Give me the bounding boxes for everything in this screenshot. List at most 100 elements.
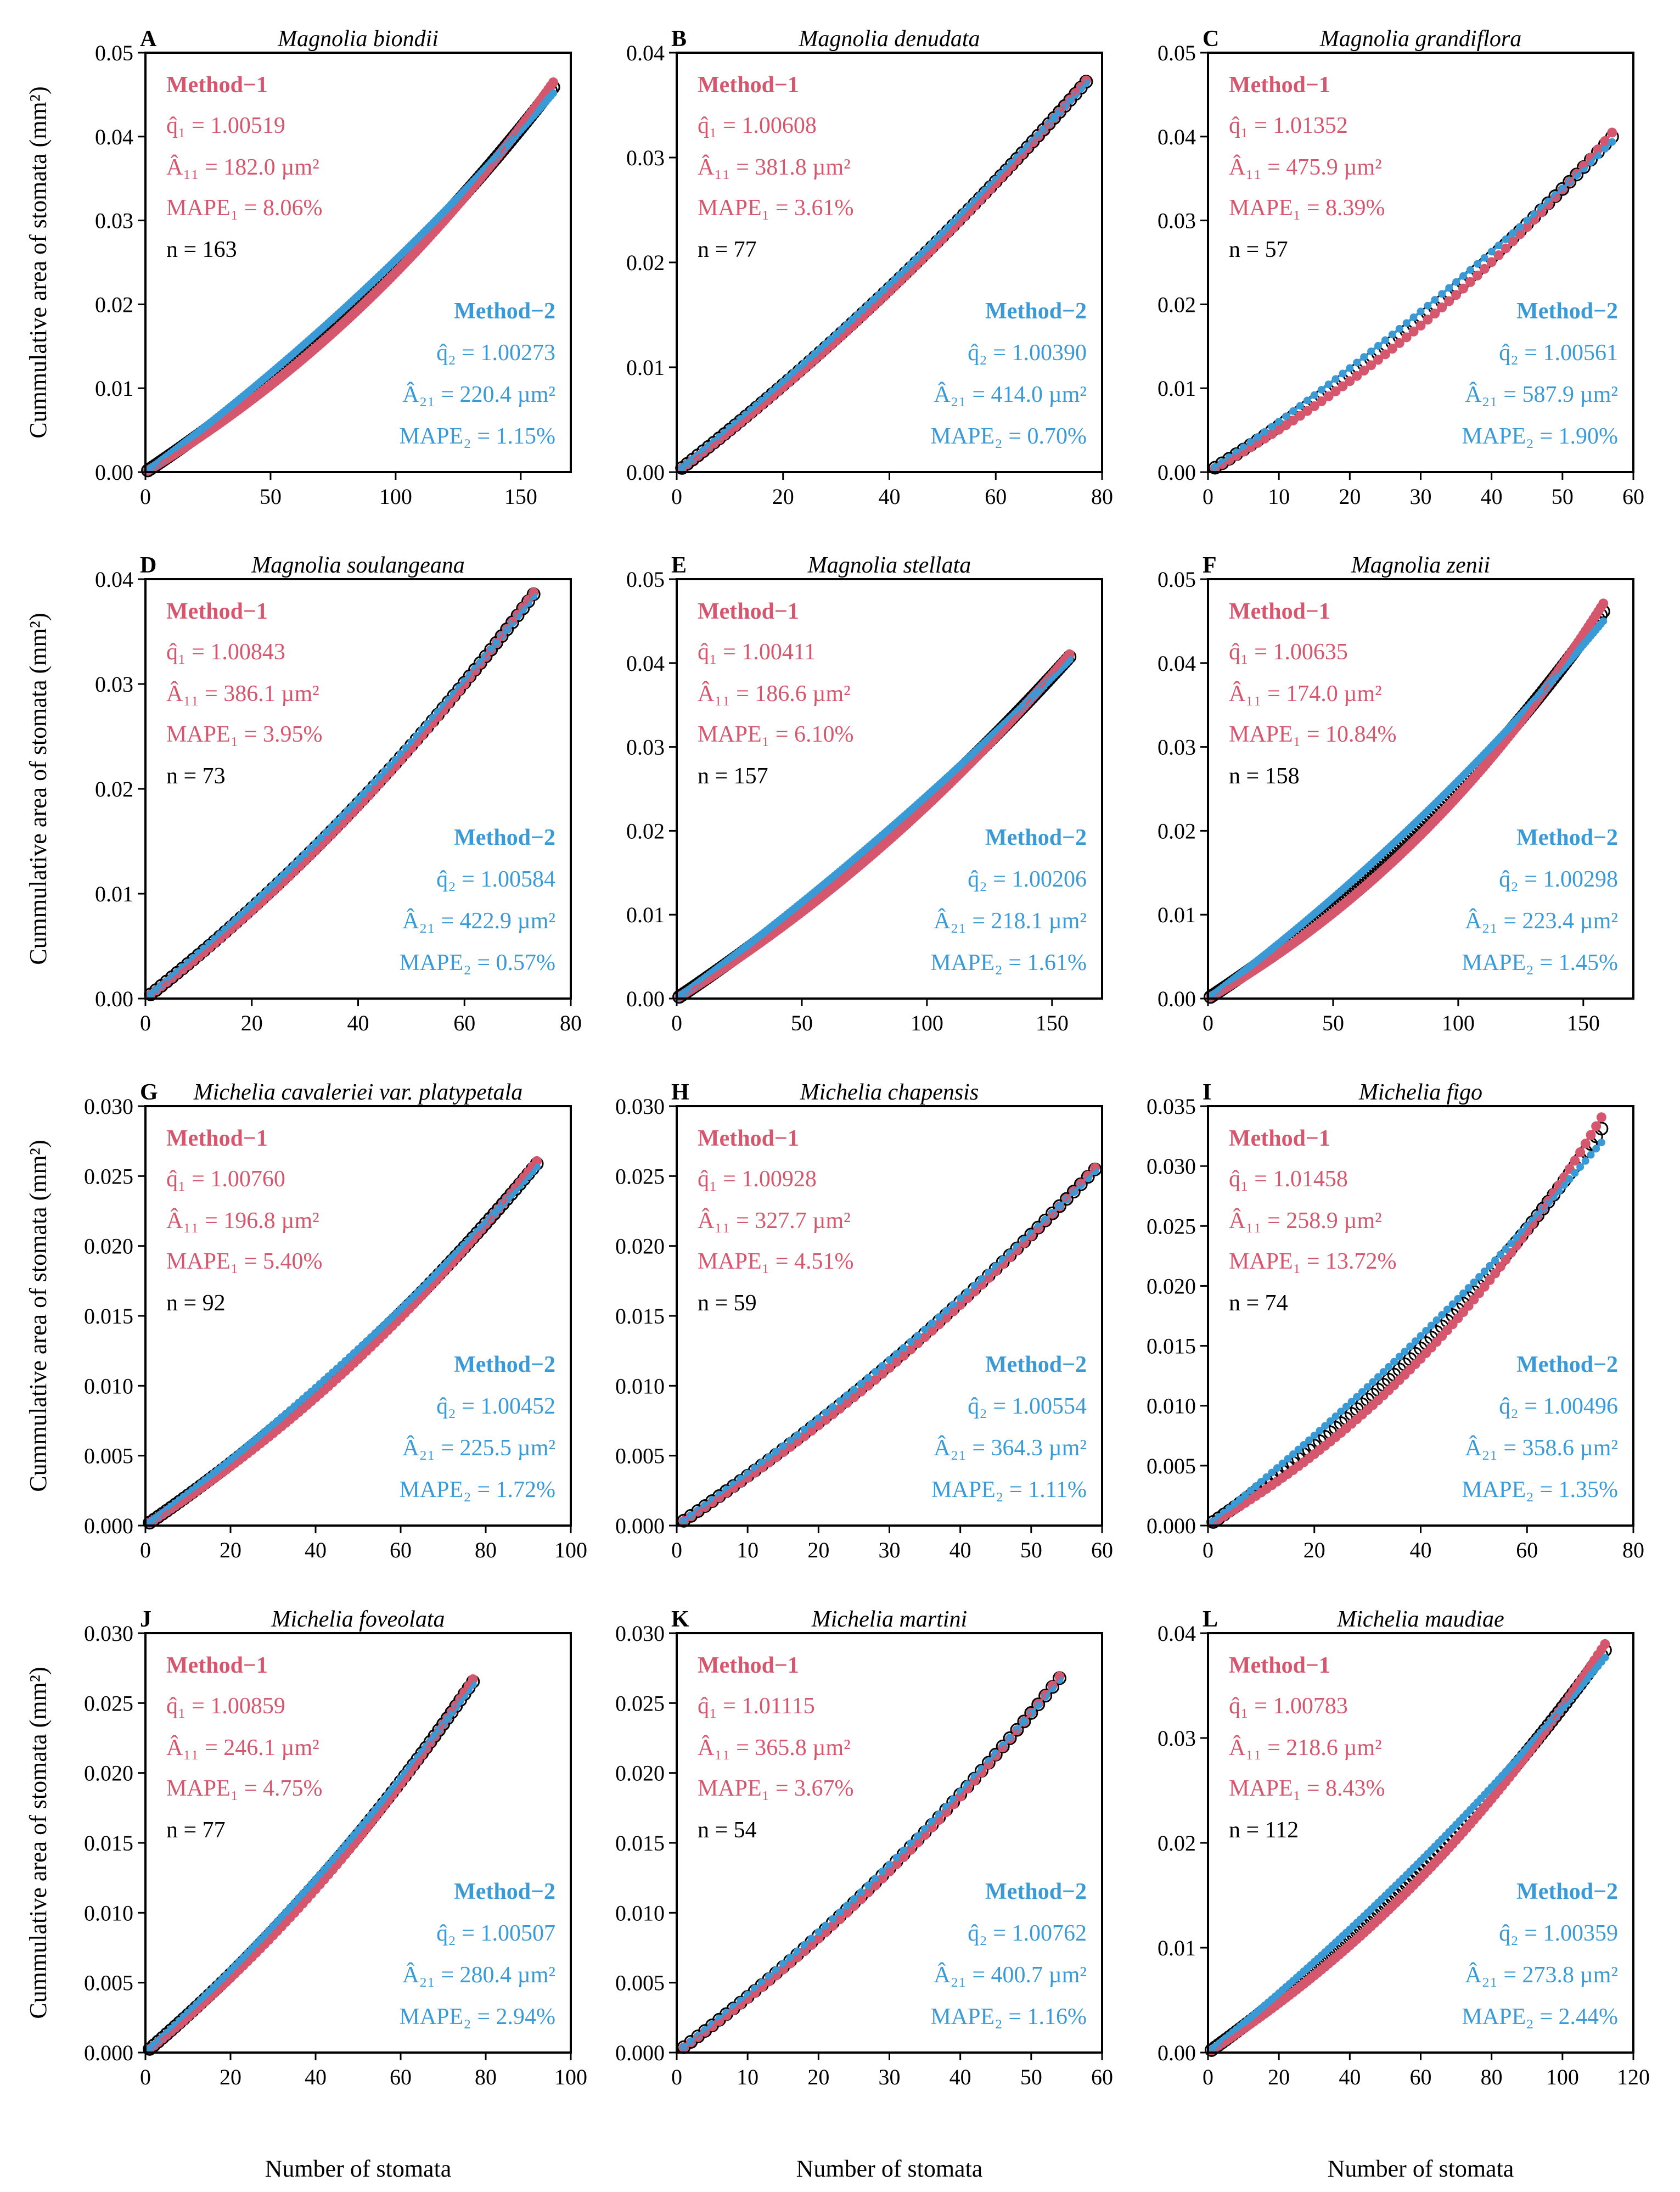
panel-title: Magnolia biondii <box>277 26 439 52</box>
panel-letter: A <box>140 26 157 52</box>
method2-mape-label: MAPE₂ = 1.35% <box>1462 1477 1618 1503</box>
y-tick-label: 0.02 <box>626 250 665 275</box>
y-tick-label: 0.00 <box>95 460 133 485</box>
method2-mape-label: MAPE₂ = 1.11% <box>931 1477 1087 1503</box>
sample-size-label: n = 59 <box>698 1291 757 1316</box>
x-tick-label: 40 <box>305 1538 327 1562</box>
sample-size-label: n = 163 <box>166 237 237 262</box>
method1-fit-line <box>150 591 535 996</box>
x-axis-label: Number of stomata <box>796 2155 983 2182</box>
method2-mape-label: MAPE₂ = 2.44% <box>1462 2004 1618 2030</box>
method2-point <box>1367 347 1375 356</box>
method2-mape-label: MAPE₂ = 2.94% <box>399 2004 555 2030</box>
y-tick-label: 0.005 <box>84 1971 133 1995</box>
y-tick-label: 0.005 <box>615 1971 665 1995</box>
sample-size-label: n = 54 <box>698 1818 757 1843</box>
x-tick-label: 20 <box>1268 2065 1290 2089</box>
y-tick-label: 0.005 <box>615 1444 665 1468</box>
y-tick-label: 0.00 <box>1158 460 1196 485</box>
y-tick-label: 0.030 <box>84 1094 133 1119</box>
method2-point <box>243 906 251 914</box>
method2-a-label: Â₂₁ = 400.7 µm² <box>934 1962 1087 1988</box>
y-tick-label: 0.03 <box>626 145 665 170</box>
x-tick-label: 50 <box>1020 1538 1042 1562</box>
y-tick-label: 0.015 <box>84 1304 133 1328</box>
panel-title: Michelia figo <box>1358 1080 1482 1105</box>
method2-q-label: q̂₂ = 1.00554 <box>968 1394 1087 1419</box>
y-axis-label: Cummulative area of stomata (mm²) <box>25 1667 52 2019</box>
method2-heading: Method−2 <box>1516 1879 1618 1904</box>
y-tick-label: 0.010 <box>84 1901 133 1925</box>
y-tick-label: 0.035 <box>1147 1094 1196 1119</box>
x-tick-label: 30 <box>879 1538 901 1562</box>
y-axis-label: Cummulative area of stomata (mm²) <box>25 86 52 438</box>
x-tick-label: 80 <box>560 1011 582 1035</box>
method1-heading: Method−1 <box>166 599 268 624</box>
method1-a-label: Â₁₁ = 381.8 µm² <box>698 154 851 180</box>
y-tick-label: 0.01 <box>1158 376 1196 401</box>
x-tick-label: 0 <box>140 1011 151 1035</box>
method2-points <box>144 89 558 474</box>
x-tick-label: 80 <box>1481 2065 1503 2089</box>
panel-letter: I <box>1203 1080 1211 1105</box>
method2-points <box>1206 617 1608 1001</box>
panel-b: B Magnolia denudata 0 20 40 60 80 0.00 0.01 0.02 0… <box>626 26 1113 509</box>
panel-title: Magnolia denudata <box>798 26 980 52</box>
y-tick-label: 0.020 <box>84 1234 133 1259</box>
y-tick-label: 0.02 <box>95 777 133 801</box>
x-tick-label: 60 <box>1091 1538 1113 1562</box>
x-tick-label: 0 <box>140 1538 151 1562</box>
x-tick-label: 80 <box>1622 1538 1644 1562</box>
y-tick-label: 0.02 <box>1158 1831 1196 1855</box>
y-tick-label: 0.04 <box>95 125 133 149</box>
method2-heading: Method−2 <box>1516 825 1618 850</box>
x-tick-label: 10 <box>737 1538 758 1562</box>
y-tick-label: 0.030 <box>615 1621 665 1646</box>
y-tick-label: 0.020 <box>615 1761 665 1786</box>
method2-q-label: q̂₂ = 1.00507 <box>436 1921 555 1946</box>
method1-a-label: Â₁₁ = 174.0 µm² <box>1229 681 1382 707</box>
method2-a-label: Â₂₁ = 280.4 µm² <box>402 1962 555 1988</box>
method1-fit-line <box>149 1678 474 2050</box>
y-tick-label: 0.02 <box>626 819 665 843</box>
y-tick-label: 0.025 <box>1147 1214 1196 1238</box>
method1-heading: Method−1 <box>1229 599 1330 624</box>
y-tick-label: 0.03 <box>95 672 133 697</box>
y-tick-label: 0.04 <box>1158 651 1196 676</box>
method2-a-label: Â₂₁ = 422.9 µm² <box>402 908 555 934</box>
x-tick-label: 80 <box>475 2065 497 2089</box>
sample-size-label: n = 158 <box>1229 764 1300 789</box>
x-tick-label: 20 <box>807 2065 829 2089</box>
sample-size-label: n = 77 <box>698 237 757 262</box>
y-tick-label: 0.015 <box>84 1831 133 1855</box>
method2-point <box>1331 375 1340 383</box>
sample-size-label: n = 112 <box>1229 1818 1299 1843</box>
panel-letter: J <box>140 1607 151 1632</box>
x-tick-label: 100 <box>1546 2065 1579 2089</box>
method1-mape-label: MAPE₁ = 3.61% <box>698 195 854 221</box>
method2-fit-line <box>147 92 554 472</box>
x-tick-label: 30 <box>1410 484 1432 509</box>
method1-q-label: q̂₁ = 1.00843 <box>166 640 285 665</box>
method1-mape-label: MAPE₁ = 10.84% <box>1229 722 1397 747</box>
y-tick-label: 0.04 <box>95 567 133 592</box>
panel-letter: H <box>671 1080 689 1105</box>
method1-mape-label: MAPE₁ = 8.43% <box>1229 1776 1385 1801</box>
method2-mape-label: MAPE₂ = 1.61% <box>930 950 1087 976</box>
method1-mape-label: MAPE₁ = 4.75% <box>166 1776 323 1801</box>
y-tick-label: 0.00 <box>626 986 665 1011</box>
method2-q-label: q̂₂ = 1.00359 <box>1499 1921 1618 1946</box>
method2-heading: Method−2 <box>1516 299 1618 324</box>
method2-q-label: q̂₂ = 1.00298 <box>1499 867 1618 892</box>
x-tick-label: 150 <box>504 484 537 509</box>
panel-letter: G <box>140 1080 158 1105</box>
x-tick-label: 0 <box>1203 1538 1213 1562</box>
x-tick-label: 0 <box>1203 1011 1213 1035</box>
x-tick-label: 60 <box>1410 2065 1432 2089</box>
method1-mape-label: MAPE₁ = 3.95% <box>166 722 323 747</box>
y-tick-label: 0.010 <box>615 1373 665 1398</box>
method2-heading: Method−2 <box>985 1879 1087 1904</box>
method2-q-label: q̂₂ = 1.00561 <box>1499 340 1618 366</box>
method2-heading: Method−2 <box>985 825 1087 850</box>
